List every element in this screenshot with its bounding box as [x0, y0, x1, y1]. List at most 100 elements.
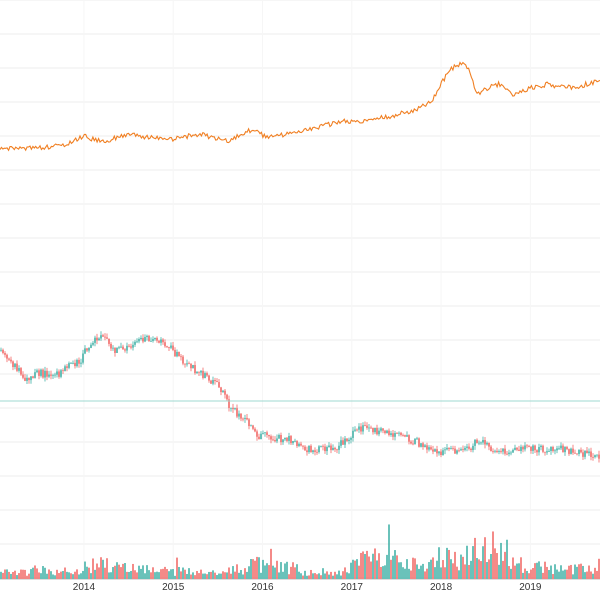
volume-bar: [52, 574, 54, 579]
candle-body: [18, 368, 20, 371]
candle-body: [72, 362, 74, 364]
volume-bar: [68, 572, 70, 579]
volume-bar: [210, 571, 212, 579]
volume-bar: [296, 564, 298, 579]
volume-bar: [596, 570, 598, 579]
candle-body: [534, 445, 536, 451]
volume-bar: [108, 572, 110, 579]
candle-body: [38, 370, 40, 376]
volume-bar: [286, 561, 288, 579]
volume-bar: [520, 557, 522, 579]
volume-bar: [414, 558, 416, 579]
volume-bar: [80, 573, 82, 579]
volume-bar: [160, 569, 162, 579]
volume-bar: [300, 573, 302, 579]
candle-body: [148, 335, 150, 342]
candle-body: [510, 452, 512, 454]
candle-body: [458, 450, 460, 452]
volume-bar: [344, 567, 346, 579]
candle-body: [208, 375, 210, 381]
volume-bar: [152, 567, 154, 579]
candle-body: [504, 448, 506, 454]
candle-body: [448, 447, 450, 450]
candle-body: [306, 450, 308, 453]
candle-body: [382, 428, 384, 431]
candle-body: [498, 451, 500, 453]
volume-bar: [204, 573, 206, 579]
candle-body: [104, 336, 106, 338]
volume-bar: [546, 566, 548, 579]
candle-body: [380, 428, 382, 431]
volume-bar: [598, 558, 600, 579]
volume-bar: [508, 566, 510, 579]
candle-body: [476, 439, 478, 443]
x-tick-label: 2014: [73, 582, 96, 593]
candle-body: [6, 354, 8, 359]
candle-body: [98, 338, 100, 341]
volume-bar: [592, 573, 594, 579]
candle-body: [54, 374, 56, 376]
candle-body: [488, 442, 490, 447]
volume-bar: [40, 573, 42, 579]
volume-bar: [262, 559, 264, 579]
candle-body: [528, 446, 530, 447]
volume-bar: [60, 571, 62, 579]
volume-bar: [122, 563, 124, 579]
volume-bar: [192, 572, 194, 579]
volume-bar: [584, 572, 586, 579]
candle-body: [228, 399, 230, 408]
candle-body: [90, 344, 92, 348]
volume-bar: [150, 572, 152, 579]
volume-bar: [138, 565, 140, 579]
candle-body: [198, 371, 200, 373]
volume-bar: [136, 572, 138, 579]
volume-bar: [126, 571, 128, 579]
volume-bar: [450, 559, 452, 579]
candle-body: [378, 430, 380, 435]
candle-body: [520, 446, 522, 451]
x-tick-label: 2016: [251, 582, 274, 593]
volume-bar: [444, 567, 446, 579]
volume-bar: [102, 559, 104, 579]
volume-bar: [200, 569, 202, 579]
candle-body: [92, 342, 94, 345]
candle-body: [360, 426, 362, 432]
candle-body: [422, 443, 424, 448]
candle-body: [88, 347, 90, 351]
candle-body: [106, 337, 108, 339]
volume-bar: [368, 556, 370, 579]
volume-bar: [202, 573, 204, 579]
volume-bar: [222, 571, 224, 579]
candle-body: [540, 445, 542, 448]
candle-body: [46, 370, 48, 377]
candle-body: [158, 340, 160, 343]
volume-bar: [370, 561, 372, 579]
volume-bar: [550, 565, 552, 579]
volume-bar: [542, 572, 544, 579]
volume-bar: [474, 537, 476, 579]
candle-body: [462, 449, 464, 450]
candle-body: [290, 436, 292, 444]
volume-bar: [588, 565, 590, 579]
volume-bar: [130, 571, 132, 579]
volume-bar: [168, 571, 170, 579]
candle-body: [266, 432, 268, 435]
candle-body: [34, 372, 36, 378]
volume-bar: [456, 566, 458, 579]
candle-body: [538, 447, 540, 453]
candle-body: [396, 433, 398, 434]
volume-bar: [240, 569, 242, 579]
volume-bar: [558, 571, 560, 579]
volume-bar: [46, 573, 48, 579]
volume-bar: [410, 570, 412, 579]
volume-bar: [442, 560, 444, 579]
candle-body: [226, 394, 228, 400]
candle-body: [296, 440, 298, 446]
candle-body: [470, 448, 472, 451]
candle-body: [342, 440, 344, 445]
volume-bar: [236, 564, 238, 579]
volume-bar: [352, 559, 354, 579]
volume-bar: [294, 567, 296, 579]
candle-body: [200, 370, 202, 373]
candle-body: [236, 408, 238, 417]
